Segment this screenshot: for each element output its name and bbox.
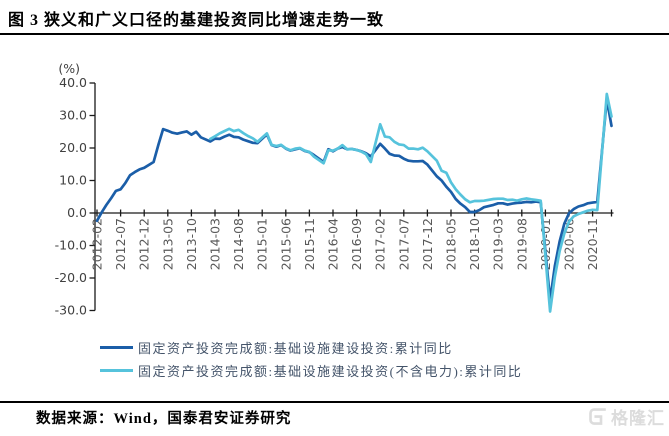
figure-title: 图 3 狭义和广义口径的基建投资同比增速走势一致 <box>8 12 385 29</box>
y-axis-unit-label: (%) <box>58 61 80 76</box>
x-tick-label: 2020-11 <box>585 218 600 270</box>
y-tick-label: 10.0 <box>59 173 87 188</box>
gelonghui-logo-icon <box>589 408 606 425</box>
x-tick-label: 2014-08 <box>231 218 246 270</box>
legend-label: 固定资产投资完成额:基础设施建设投资(不含电力):累计同比 <box>138 363 523 379</box>
y-tick-label: 0.0 <box>67 205 87 220</box>
legend-swatch-dark-blue <box>100 345 133 349</box>
x-tick-label: 2013-05 <box>160 218 175 270</box>
x-tick-label: 2015-11 <box>302 218 317 270</box>
x-tick-label: 2015-06 <box>278 218 293 270</box>
x-tick-label: 2016-09 <box>349 218 364 270</box>
legend-item-narrow-infra: 固定资产投资完成额:基础设施建设投资(不含电力):累计同比 <box>100 361 522 379</box>
chart-legend: 固定资产投资完成额:基础设施建设投资:累计同比 固定资产投资完成额:基础设施建设… <box>100 338 522 379</box>
gelonghui-watermark-text: 格隆汇 <box>611 409 665 428</box>
y-tick-label: 30.0 <box>59 108 87 123</box>
legend-item-broad-infra: 固定资产投资完成额:基础设施建设投资:累计同比 <box>100 338 522 356</box>
x-tick-label: 2015-01 <box>255 218 270 270</box>
y-tick-label: -20.0 <box>55 270 87 285</box>
y-tick-label: 20.0 <box>59 140 87 155</box>
series-line-2 <box>208 92 613 313</box>
x-tick-label: 2017-07 <box>396 218 411 270</box>
x-tick-label: 2018-05 <box>444 218 459 270</box>
legend-label: 固定资产投资完成额:基础设施建设投资:累计同比 <box>138 340 453 356</box>
data-source-note: 数据来源：Wind，国泰君安证券研究 <box>36 411 292 427</box>
x-tick-label: 2019-03 <box>491 218 506 270</box>
x-tick-label: 2018-10 <box>467 218 482 270</box>
x-tick-label: 2017-02 <box>373 218 388 270</box>
x-tick-label: 2016-04 <box>326 218 341 270</box>
y-tick-label: -10.0 <box>55 238 87 253</box>
x-tick-label: 2013-10 <box>184 218 199 270</box>
legend-swatch-light-blue <box>100 368 133 372</box>
x-tick-label: 2017-12 <box>420 218 435 270</box>
x-tick-label: 2012-07 <box>113 218 128 270</box>
y-tick-label: -30.0 <box>55 303 87 318</box>
x-tick-label: 2019-08 <box>514 218 529 270</box>
gelonghui-watermark: 格隆汇 <box>587 404 665 429</box>
y-tick-label: 40.0 <box>59 75 87 90</box>
title-divider <box>0 33 669 35</box>
x-tick-label: 2012-12 <box>137 218 152 270</box>
x-tick-label: 2014-03 <box>208 218 223 270</box>
x-tick-label: 2012-02 <box>90 218 105 270</box>
footer-divider <box>0 401 669 403</box>
